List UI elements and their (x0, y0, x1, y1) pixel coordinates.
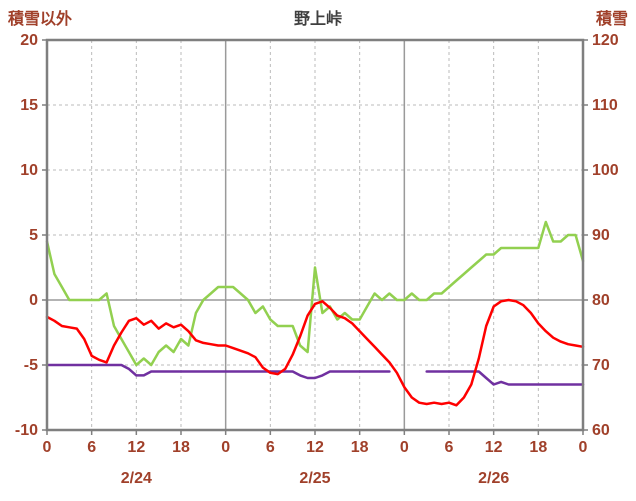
right-axis-tick-label: 100 (592, 162, 619, 179)
left-axis-tick-label: -5 (24, 357, 38, 374)
x-axis-hour-label: 6 (266, 439, 275, 456)
purple-line (45, 363, 391, 380)
right-axis-tick-label: 120 (592, 32, 619, 49)
right-axis-tick-label: 80 (592, 292, 610, 309)
x-axis-hour-label: 12 (306, 439, 324, 456)
left-axis-tick-label: 0 (29, 292, 38, 309)
x-axis-date-label: 2/24 (121, 470, 152, 487)
left-axis-tick-label: 10 (20, 162, 38, 179)
x-axis-hour-label: 6 (445, 439, 454, 456)
red-line (45, 298, 585, 407)
plot-frame (42, 38, 588, 435)
left-axis-tick-label: -10 (15, 422, 38, 439)
x-axis-hour-label: 18 (529, 439, 547, 456)
x-axis-hour-label: 0 (579, 439, 588, 456)
x-axis-hour-label: 12 (485, 439, 503, 456)
x-axis-hour-label: 6 (87, 439, 96, 456)
right-axis-tick-label: 90 (592, 227, 610, 244)
x-axis-hour-label: 12 (127, 439, 145, 456)
purple-line (425, 370, 585, 386)
x-axis-hour-label: 18 (351, 439, 369, 456)
right-axis-title: 積雪 (595, 11, 628, 28)
right-axis-tick-label: 60 (592, 422, 610, 439)
right-axis-tick-label: 70 (592, 357, 610, 374)
left-axis-title: 積雪以外 (8, 11, 73, 28)
gridlines (47, 40, 583, 430)
series-lines (45, 220, 585, 407)
left-axis-tick-label: 5 (29, 227, 38, 244)
x-axis-hour-label: 0 (400, 439, 409, 456)
chart-title: 野上峠 (293, 11, 342, 28)
x-axis-date-label: 2/25 (299, 470, 330, 487)
left-axis-tick-label: 15 (20, 97, 38, 114)
x-axis-hour-label: 18 (172, 439, 190, 456)
left-axis-tick-label: 20 (20, 32, 38, 49)
x-axis-hour-label: 0 (43, 439, 52, 456)
x-axis-hour-label: 0 (221, 439, 230, 456)
green-line (45, 220, 585, 367)
right-axis-tick-label: 110 (592, 97, 618, 114)
x-axis-date-label: 2/26 (478, 470, 509, 487)
